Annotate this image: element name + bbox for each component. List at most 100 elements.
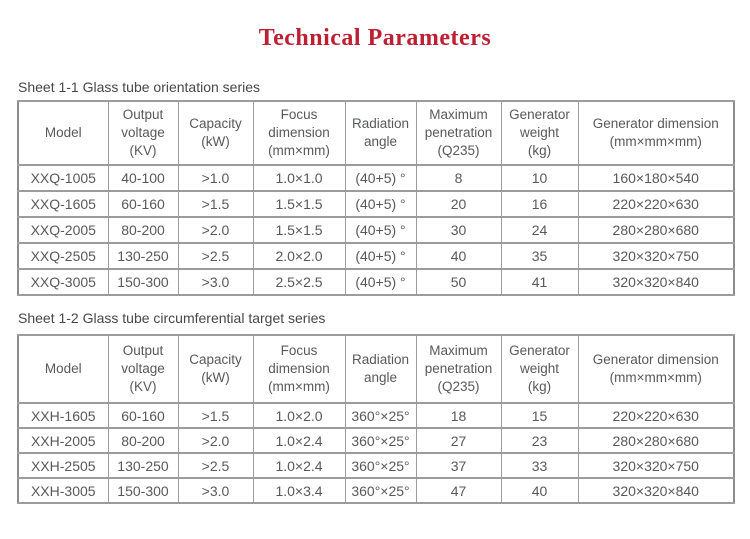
table2-caption: Sheet 1-2 Glass tube circumferential tar… (18, 310, 326, 326)
table2-header-row: Model Output voltage (KV) Capacity (kW) … (17, 334, 735, 404)
cell-generator-weight: 16 (500, 190, 579, 218)
cell-radiation-angle: 360°×25° (344, 427, 417, 454)
cell-capacity: >2.5 (177, 452, 254, 479)
col-header-radiation-angle: Radiation angle (344, 100, 417, 166)
cell-radiation-angle: (40+5) ° (344, 268, 417, 296)
col-header-generator-weight: Generator weight (kg) (500, 334, 579, 404)
cell-maximum-penetration: 8 (415, 164, 502, 192)
cell-focus-dimension: 1.0×3.4 (252, 477, 346, 504)
cell-output-voltage: 60-160 (107, 190, 179, 218)
col-header-radiation-angle: Radiation angle (344, 334, 417, 404)
col-header-maximum-penetration: Maximum penetration (Q235) (415, 100, 502, 166)
cell-generator-dimension: 160×180×540 (577, 164, 735, 192)
col-header-generator-dimension: Generator dimension (mm×mm×mm) (577, 100, 735, 166)
col-header-output-voltage: Output voltage (KV) (107, 100, 179, 166)
cell-maximum-penetration: 50 (415, 268, 502, 296)
cell-model: XXQ-2505 (17, 242, 109, 270)
glass-tube-circumferential-table: Model Output voltage (KV) Capacity (kW) … (17, 334, 735, 504)
cell-output-voltage: 130-250 (107, 452, 179, 479)
cell-generator-dimension: 320×320×840 (577, 477, 735, 504)
cell-output-voltage: 80-200 (107, 427, 179, 454)
cell-maximum-penetration: 20 (415, 190, 502, 218)
cell-model: XXH-2005 (17, 427, 109, 454)
table-row: XXH-2005 80-200 >2.0 1.0×2.4 360°×25° 27… (17, 427, 735, 454)
page-title: Technical Parameters (258, 25, 492, 51)
cell-focus-dimension: 1.0×2.4 (252, 427, 346, 454)
table-row: XXQ-2505 130-250 >2.5 2.0×2.0 (40+5) ° 4… (17, 242, 735, 270)
table-row: XXQ-1605 60-160 >1.5 1.5×1.5 (40+5) ° 20… (17, 190, 735, 218)
cell-radiation-angle: 360°×25° (344, 452, 417, 479)
cell-generator-dimension: 320×320×840 (577, 268, 735, 296)
cell-maximum-penetration: 37 (415, 452, 502, 479)
cell-maximum-penetration: 40 (415, 242, 502, 270)
cell-model: XXQ-1005 (17, 164, 109, 192)
cell-generator-weight: 35 (500, 242, 579, 270)
col-header-capacity: Capacity (kW) (177, 100, 254, 166)
cell-output-voltage: 80-200 (107, 216, 179, 244)
table1-header-row: Model Output voltage (KV) Capacity (kW) … (17, 100, 735, 166)
cell-generator-dimension: 280×280×680 (577, 427, 735, 454)
table-row: XXH-2505 130-250 >2.5 1.0×2.4 360°×25° 3… (17, 452, 735, 479)
col-header-generator-weight: Generator weight (kg) (500, 100, 579, 166)
cell-capacity: >1.0 (177, 164, 254, 192)
col-header-maximum-penetration: Maximum penetration (Q235) (415, 334, 502, 404)
col-header-focus-dimension: Focus dimension (mm×mm) (252, 334, 346, 404)
cell-generator-dimension: 220×220×630 (577, 190, 735, 218)
col-header-output-voltage: Output voltage (KV) (107, 334, 179, 404)
cell-focus-dimension: 1.5×1.5 (252, 190, 346, 218)
cell-generator-weight: 41 (500, 268, 579, 296)
cell-generator-dimension: 320×320×750 (577, 242, 735, 270)
cell-radiation-angle: 360°×25° (344, 402, 417, 429)
cell-output-voltage: 40-100 (107, 164, 179, 192)
cell-output-voltage: 150-300 (107, 268, 179, 296)
cell-output-voltage: 60-160 (107, 402, 179, 429)
cell-focus-dimension: 1.5×1.5 (252, 216, 346, 244)
cell-generator-weight: 15 (500, 402, 579, 429)
cell-focus-dimension: 1.0×1.0 (252, 164, 346, 192)
cell-generator-weight: 23 (500, 427, 579, 454)
cell-focus-dimension: 1.0×2.4 (252, 452, 346, 479)
cell-capacity: >1.5 (177, 190, 254, 218)
cell-radiation-angle: (40+5) ° (344, 216, 417, 244)
table-row: XXH-3005 150-300 >3.0 1.0×3.4 360°×25° 4… (17, 477, 735, 504)
table-row: XXH-1605 60-160 >1.5 1.0×2.0 360°×25° 18… (17, 402, 735, 429)
cell-generator-dimension: 320×320×750 (577, 452, 735, 479)
cell-capacity: >1.5 (177, 402, 254, 429)
cell-focus-dimension: 1.0×2.0 (252, 402, 346, 429)
cell-focus-dimension: 2.0×2.0 (252, 242, 346, 270)
cell-output-voltage: 130-250 (107, 242, 179, 270)
cell-model: XXH-3005 (17, 477, 109, 504)
cell-output-voltage: 150-300 (107, 477, 179, 504)
table1-caption: Sheet 1-1 Glass tube orientation series (18, 79, 261, 95)
cell-maximum-penetration: 27 (415, 427, 502, 454)
cell-maximum-penetration: 47 (415, 477, 502, 504)
cell-radiation-angle: 360°×25° (344, 477, 417, 504)
cell-capacity: >2.5 (177, 242, 254, 270)
cell-model: XXQ-2005 (17, 216, 109, 244)
cell-capacity: >2.0 (177, 216, 254, 244)
cell-radiation-angle: (40+5) ° (344, 190, 417, 218)
cell-radiation-angle: (40+5) ° (344, 242, 417, 270)
glass-tube-orientation-table: Model Output voltage (KV) Capacity (kW) … (17, 100, 735, 296)
cell-generator-dimension: 280×280×680 (577, 216, 735, 244)
cell-capacity: >3.0 (177, 268, 254, 296)
cell-maximum-penetration: 30 (415, 216, 502, 244)
cell-generator-weight: 24 (500, 216, 579, 244)
cell-model: XXQ-1605 (17, 190, 109, 218)
cell-generator-weight: 40 (500, 477, 579, 504)
col-header-capacity: Capacity (kW) (177, 334, 254, 404)
col-header-focus-dimension: Focus dimension (mm×mm) (252, 100, 346, 166)
cell-radiation-angle: (40+5) ° (344, 164, 417, 192)
cell-maximum-penetration: 18 (415, 402, 502, 429)
col-header-model: Model (17, 100, 109, 166)
table-row: XXQ-3005 150-300 >3.0 2.5×2.5 (40+5) ° 5… (17, 268, 735, 296)
col-header-model: Model (17, 334, 109, 404)
cell-capacity: >2.0 (177, 427, 254, 454)
cell-focus-dimension: 2.5×2.5 (252, 268, 346, 296)
cell-generator-weight: 33 (500, 452, 579, 479)
cell-model: XXQ-3005 (17, 268, 109, 296)
cell-generator-weight: 10 (500, 164, 579, 192)
cell-capacity: >3.0 (177, 477, 254, 504)
table-row: XXQ-1005 40-100 >1.0 1.0×1.0 (40+5) ° 8 … (17, 164, 735, 192)
